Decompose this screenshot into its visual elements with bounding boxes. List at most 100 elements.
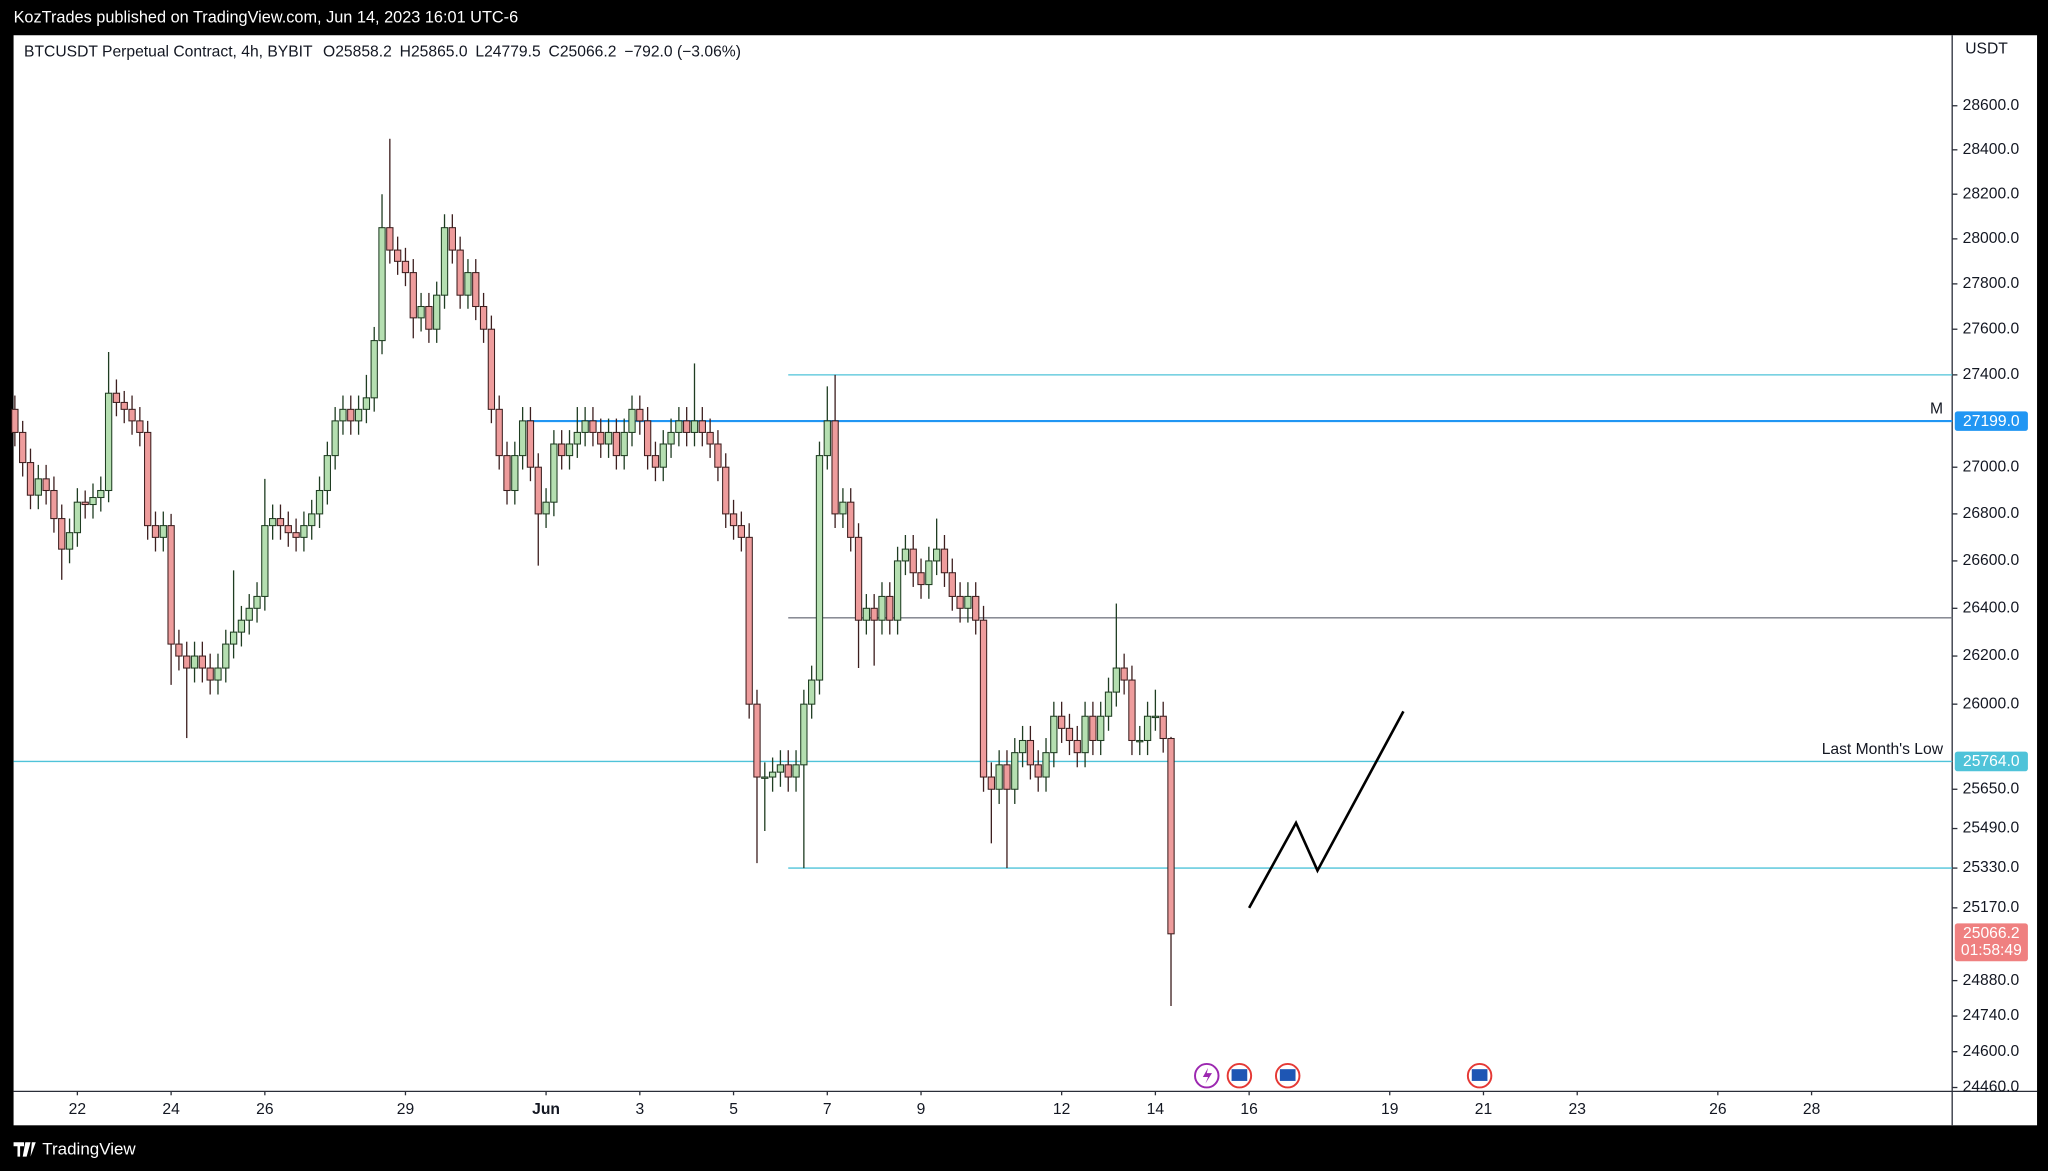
candle-body [1042, 752, 1050, 778]
candle-body [237, 619, 246, 633]
candle-body [831, 420, 839, 515]
candle-body [112, 392, 121, 403]
candle-body [1081, 715, 1089, 754]
candle-body [526, 420, 535, 468]
x-tick-label: 21 [1475, 1101, 1492, 1118]
candle-body [1112, 667, 1120, 693]
y-axis-label: USDT [1965, 41, 2008, 58]
candle-body [870, 607, 878, 621]
event-flag [1231, 1069, 1248, 1081]
candle-body [1159, 715, 1167, 740]
candle-body [315, 489, 324, 515]
candle-body [1136, 739, 1144, 743]
candle-body [487, 328, 496, 410]
event-flag [1471, 1069, 1488, 1081]
candle-body [370, 340, 378, 399]
candle-body [761, 776, 769, 779]
line-label: Last Month's Low [1822, 741, 1944, 758]
candle-body [940, 548, 949, 574]
candle-body [1104, 691, 1113, 717]
candle-body [136, 420, 144, 433]
candle-body [862, 607, 871, 621]
y-tick-label: 24460.0 [1963, 1079, 2020, 1096]
x-tick-label: 29 [397, 1101, 414, 1118]
candle-body [628, 408, 636, 433]
x-tick-label: 5 [729, 1101, 738, 1118]
candle-body [948, 572, 956, 597]
candle-body [511, 455, 519, 492]
x-tick-label: 12 [1053, 1101, 1070, 1118]
candle-body [1128, 679, 1136, 742]
candle-body [401, 260, 410, 274]
candle-body [847, 501, 855, 538]
candle-body [362, 397, 371, 410]
y-tick-label: 25330.0 [1963, 859, 2020, 876]
candle-body [440, 227, 449, 296]
candle-body [378, 227, 386, 342]
y-tick-label: 28400.0 [1963, 141, 2020, 158]
candle-body [89, 496, 97, 506]
legend-value: H25865.0 [400, 43, 468, 60]
candle-body [433, 294, 441, 330]
candle-body [979, 619, 988, 778]
candle-body [284, 525, 292, 534]
legend-value: −792.0 (−3.06%) [624, 43, 741, 60]
candle-body [144, 431, 152, 527]
candle-body [245, 607, 253, 621]
candle-body [573, 431, 581, 445]
x-tick-label: 26 [256, 1101, 274, 1118]
candle-body [253, 595, 261, 609]
candle-body [745, 536, 753, 705]
x-tick-label: 24 [162, 1101, 180, 1118]
candle-body [893, 560, 902, 621]
line-label: M [1930, 400, 1943, 417]
x-tick-label: 9 [917, 1101, 926, 1118]
candle-body [1143, 715, 1152, 742]
x-tick-label: 22 [69, 1101, 86, 1118]
candle-body [128, 408, 136, 422]
candle-body [878, 595, 886, 621]
candle-body [425, 305, 433, 330]
candle-body [753, 703, 761, 778]
candle-body [1034, 764, 1042, 778]
candle-body [339, 408, 347, 422]
candle-body [151, 525, 160, 538]
price-label: 25764.0 [1963, 753, 2020, 770]
candle-body [909, 548, 917, 574]
candle-body [472, 272, 480, 308]
candle-body [229, 631, 238, 645]
candle-body [190, 655, 199, 669]
last-price-label: 25066.2 [1963, 925, 2020, 942]
candle-body [1057, 715, 1066, 729]
candle-body [65, 532, 74, 550]
last-price-box [1954, 923, 2028, 962]
candle-body [604, 431, 613, 445]
event-flag [1279, 1069, 1296, 1081]
candle-body [792, 764, 800, 778]
candle-body [729, 513, 738, 527]
candle-body [839, 501, 847, 515]
candles [11, 138, 1175, 1007]
candle-body [620, 431, 628, 457]
event-icon-glyph [1202, 1067, 1212, 1084]
candle-body [972, 595, 980, 621]
candle-body [409, 272, 417, 319]
candle-body [120, 401, 128, 410]
candle-body [1097, 715, 1105, 742]
y-tick-label: 25650.0 [1963, 780, 2020, 797]
candle-body [276, 518, 285, 527]
candle-body [612, 431, 621, 457]
x-tick-label: 19 [1381, 1101, 1398, 1118]
candle-body [1003, 764, 1011, 790]
x-tick-label: 7 [823, 1101, 832, 1118]
candle-body [823, 420, 831, 457]
y-tick-label: 28000.0 [1963, 230, 2020, 247]
candle-body [964, 595, 972, 609]
candle-body [354, 408, 363, 422]
y-tick-label: 28200.0 [1963, 185, 2020, 202]
candle-body [1065, 727, 1074, 742]
candle-body [26, 462, 35, 496]
candle-body [1167, 737, 1175, 935]
candle-body [643, 420, 652, 457]
